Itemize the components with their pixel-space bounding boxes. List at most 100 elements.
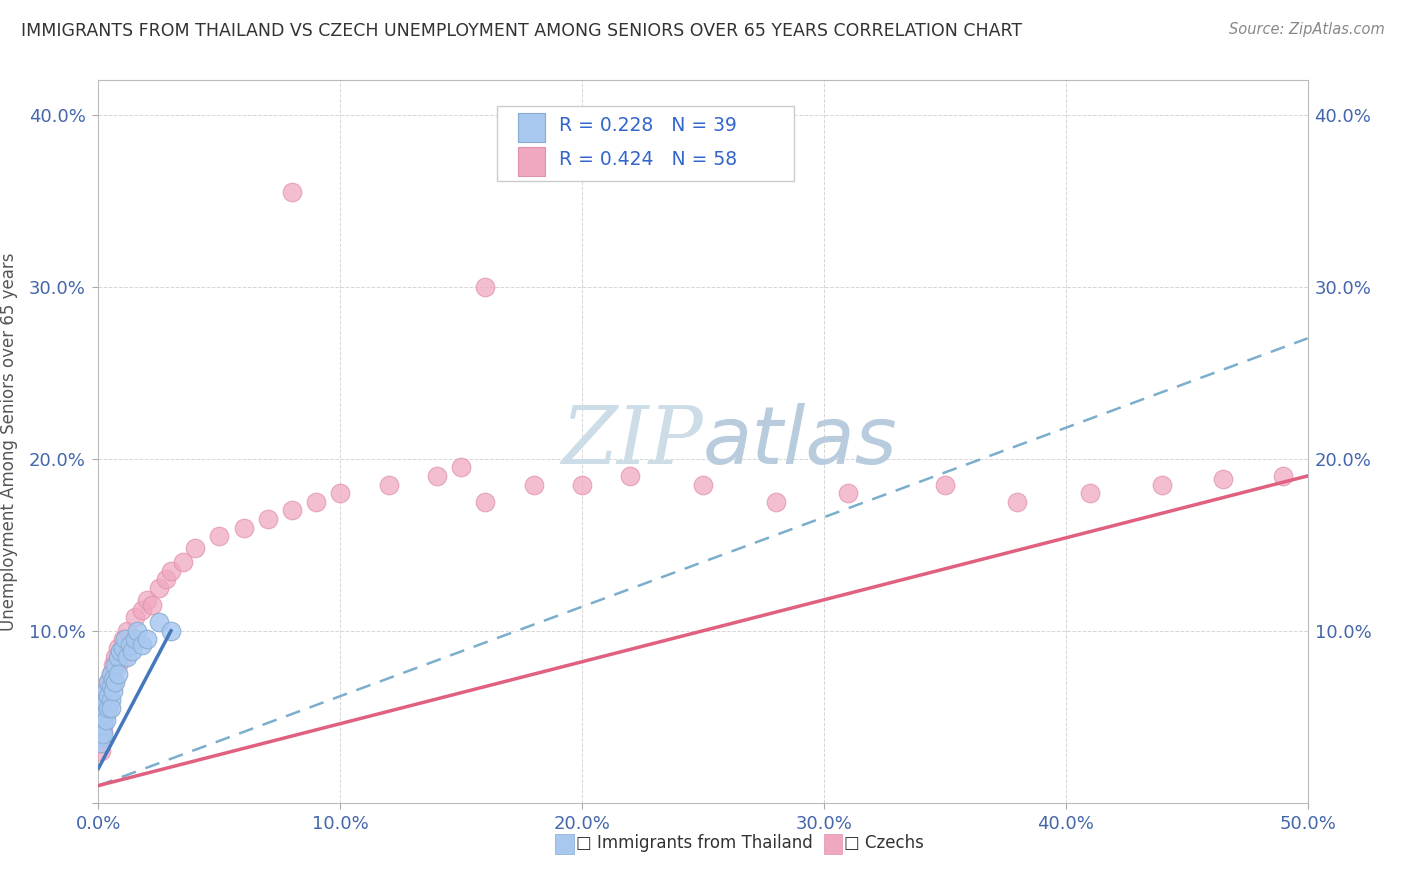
Point: [104, 675, 127, 690]
Point: [1272, 469, 1295, 483]
Point: [94, 684, 117, 698]
Point: [94, 696, 117, 710]
Point: [619, 469, 641, 483]
Point: [111, 632, 134, 647]
Point: [90, 718, 112, 732]
Point: [97, 689, 120, 703]
Point: [450, 460, 472, 475]
Point: [281, 185, 304, 199]
Point: [90, 718, 112, 732]
Point: [114, 632, 136, 647]
Point: [90, 727, 112, 741]
Point: [91, 701, 114, 715]
Point: [232, 520, 254, 534]
Text: IMMIGRANTS FROM THAILAND VS CZECH UNEMPLOYMENT AMONG SENIORS OVER 65 YEARS CORRE: IMMIGRANTS FROM THAILAND VS CZECH UNEMPL…: [21, 22, 1022, 40]
Point: [91, 723, 114, 738]
Point: [474, 279, 496, 293]
Point: [131, 638, 153, 652]
Bar: [517, 112, 544, 142]
Point: [104, 658, 127, 673]
Point: [108, 644, 131, 658]
Point: [474, 494, 496, 508]
Point: [100, 666, 122, 681]
Text: R = 0.424   N = 58: R = 0.424 N = 58: [560, 150, 737, 169]
Point: [107, 666, 129, 681]
FancyBboxPatch shape: [498, 105, 793, 181]
Point: [377, 477, 399, 491]
Point: [91, 713, 114, 727]
Point: [934, 477, 956, 491]
Text: □ Czechs: □ Czechs: [844, 834, 924, 852]
Point: [131, 603, 153, 617]
Point: [91, 701, 114, 715]
Text: Source: ZipAtlas.com: Source: ZipAtlas.com: [1229, 22, 1385, 37]
Point: [571, 477, 593, 491]
Point: [523, 477, 546, 491]
Point: [94, 696, 117, 710]
Point: [117, 640, 139, 655]
Point: [97, 701, 120, 715]
Point: [97, 689, 120, 703]
Text: □ Immigrants from Thailand: □ Immigrants from Thailand: [576, 834, 813, 852]
Point: [141, 598, 163, 612]
Point: [127, 624, 149, 638]
Point: [121, 644, 143, 658]
Point: [90, 744, 112, 758]
Point: [101, 672, 124, 686]
Point: [97, 701, 120, 715]
Point: [135, 632, 157, 647]
Point: [107, 658, 129, 673]
Point: [97, 675, 120, 690]
Text: atlas: atlas: [703, 402, 898, 481]
Point: [94, 713, 117, 727]
Point: [97, 675, 120, 690]
Point: [101, 658, 124, 673]
Text: ZIP: ZIP: [561, 403, 703, 480]
Point: [94, 706, 117, 721]
Point: [765, 494, 787, 508]
Point: [90, 735, 112, 749]
Point: [111, 649, 134, 664]
Point: [100, 701, 122, 715]
Point: [101, 675, 124, 690]
Point: [90, 710, 112, 724]
Point: [172, 555, 194, 569]
Point: [1152, 477, 1174, 491]
Point: [305, 494, 328, 508]
Point: [124, 632, 146, 647]
Point: [101, 684, 124, 698]
Point: [90, 723, 112, 738]
Point: [837, 486, 859, 500]
Point: [91, 710, 114, 724]
Point: [148, 615, 170, 630]
Text: R = 0.228   N = 39: R = 0.228 N = 39: [560, 116, 737, 135]
Point: [281, 503, 304, 517]
Point: [148, 581, 170, 595]
Point: [1212, 472, 1234, 486]
Point: [100, 679, 122, 693]
Point: [124, 610, 146, 624]
Point: [692, 477, 714, 491]
Point: [117, 649, 139, 664]
Point: [117, 624, 139, 638]
Point: [100, 679, 122, 693]
Point: [91, 727, 114, 741]
Point: [1078, 486, 1101, 500]
Point: [426, 469, 449, 483]
Point: [91, 692, 114, 706]
Point: [1007, 494, 1029, 508]
Point: [208, 529, 231, 543]
Point: [94, 706, 117, 721]
Point: [124, 632, 146, 647]
Y-axis label: Unemployment Among Seniors over 65 years: Unemployment Among Seniors over 65 years: [0, 252, 18, 631]
Point: [111, 640, 134, 655]
Point: [90, 735, 112, 749]
Bar: [517, 147, 544, 176]
Point: [107, 640, 129, 655]
Point: [107, 649, 129, 664]
Point: [90, 731, 112, 745]
Point: [135, 592, 157, 607]
Point: [329, 486, 352, 500]
Point: [155, 572, 177, 586]
Point: [100, 666, 122, 681]
